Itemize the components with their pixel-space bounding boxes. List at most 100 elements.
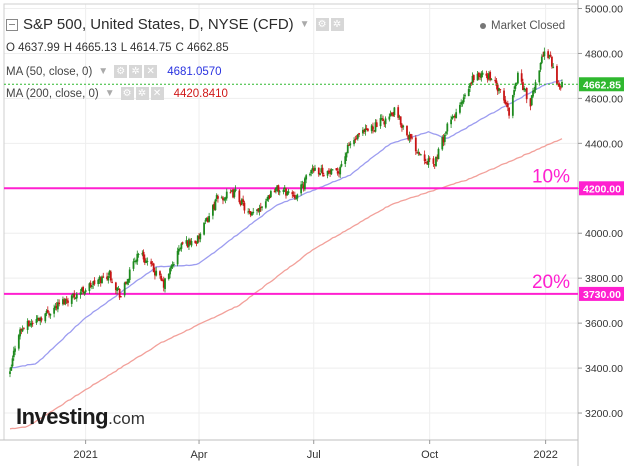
- candle-body-261: [469, 83, 471, 88]
- candle-body-30: [62, 299, 64, 305]
- candle-body-47: [91, 285, 93, 287]
- candle-body-82: [152, 263, 155, 273]
- candle-body-229: [411, 137, 413, 139]
- candle-body-53: [101, 276, 103, 284]
- candle-body-225: [406, 125, 408, 136]
- candle-body-290: [520, 73, 523, 82]
- candle-body-51: [98, 276, 101, 281]
- candle-body-223: [401, 124, 403, 128]
- x-tick-label: 2021: [73, 449, 97, 461]
- ma200-gear-icon[interactable]: ✲: [135, 87, 149, 100]
- candle-body-128: [233, 190, 236, 198]
- candle-body-38: [74, 297, 77, 299]
- candle-body-156: [283, 187, 286, 190]
- candle-body-12: [29, 324, 32, 326]
- ma200-settings-icon[interactable]: ⚙: [120, 87, 134, 100]
- y-tick-label: 4800.00: [585, 48, 623, 60]
- candle-body-153: [277, 185, 280, 192]
- candle-body-253: [453, 115, 456, 118]
- high-value: H 4665.13: [63, 42, 117, 54]
- candle-body-277: [496, 84, 499, 92]
- candle-body-110: [203, 222, 205, 235]
- candle-body-252: [452, 116, 455, 118]
- candle-body-95: [176, 250, 179, 265]
- candle-body-76: [142, 251, 145, 260]
- candle-body-175: [317, 167, 320, 175]
- candle-body-206: [372, 126, 374, 130]
- close-value: C 4662.85: [175, 42, 229, 54]
- candle-body-268: [480, 73, 483, 78]
- candle-body-34: [67, 300, 69, 303]
- ma50-chevron-down-icon[interactable]: ▼: [98, 66, 109, 77]
- candle-body-52: [99, 277, 102, 283]
- candle-body-226: [407, 135, 410, 140]
- candle-body-8: [21, 328, 24, 332]
- candle-body-244: [437, 148, 440, 160]
- candle-body-270: [485, 73, 488, 76]
- candle-body-105: [194, 240, 197, 244]
- collapse-icon[interactable]: [6, 18, 18, 31]
- candle-body-240: [432, 158, 435, 164]
- level-annotation-1: 20%: [532, 272, 570, 293]
- candle-body-263: [471, 75, 474, 84]
- candle-body-23: [48, 313, 50, 315]
- candle-body-55: [106, 276, 108, 280]
- candle-body-187: [338, 172, 340, 174]
- level-annotation-0: 10%: [532, 166, 570, 187]
- candle-body-41: [80, 288, 83, 292]
- candle-body-56: [107, 276, 110, 281]
- candle-body-65: [123, 282, 126, 296]
- settings-icon[interactable]: ⚙: [315, 18, 329, 31]
- candle-body-46: [89, 282, 92, 288]
- candle-body-292: [523, 87, 526, 91]
- candle-body-258: [462, 97, 465, 103]
- candle-body-81: [151, 264, 154, 266]
- chevron-down-icon[interactable]: ▼: [299, 19, 310, 30]
- candle-body-79: [146, 260, 149, 262]
- candle-body-166: [301, 184, 304, 186]
- candle-body-130: [238, 190, 241, 203]
- ma50-close-icon[interactable]: ✕: [144, 65, 158, 78]
- candle-body-195: [353, 140, 355, 145]
- ma200-close-icon[interactable]: ✕: [150, 87, 164, 100]
- candle-body-92: [170, 265, 173, 269]
- candle-body-117: [214, 199, 217, 211]
- candle-body-106: [195, 242, 198, 244]
- x-tick-label: Oct: [421, 449, 438, 461]
- candle-body-298: [533, 90, 536, 92]
- level-price-tag-1: [579, 286, 624, 301]
- candle-body-91: [169, 268, 171, 275]
- logo-brand: Investing: [16, 404, 109, 429]
- candle-body-284: [508, 107, 510, 116]
- candle-body-309: [552, 66, 555, 68]
- level-price-label-0: 4200.00: [583, 183, 621, 195]
- candle-body-127: [232, 189, 234, 198]
- candle-body-59: [111, 281, 113, 283]
- candle-body-26: [54, 306, 57, 309]
- candle-body-93: [171, 264, 174, 267]
- gear-icon[interactable]: ✲: [330, 18, 344, 31]
- candle-body-164: [296, 194, 299, 199]
- ma50-gear-icon[interactable]: ✲: [129, 65, 143, 78]
- candle-body-210: [379, 118, 382, 127]
- candle-body-170: [309, 174, 311, 176]
- candle-body-124: [225, 191, 228, 199]
- candle-body-70: [132, 261, 135, 269]
- y-tick-label: 3400.00: [585, 363, 623, 375]
- x-tick-label: Jul: [307, 449, 321, 461]
- candle-body-208: [374, 122, 377, 132]
- candle-body-57: [108, 270, 111, 275]
- ma50-settings-icon[interactable]: ⚙: [114, 65, 128, 78]
- candle-body-85: [159, 271, 161, 276]
- candle-body-36: [72, 293, 74, 296]
- candle-body-247: [443, 134, 446, 142]
- ma200-chevron-down-icon[interactable]: ▼: [104, 88, 115, 99]
- candle-body-158: [286, 191, 289, 196]
- candle-body-111: [204, 220, 207, 222]
- candle-body-71: [133, 261, 136, 263]
- candle-body-254: [455, 112, 458, 119]
- candle-body-27: [55, 305, 58, 309]
- candle-body-140: [256, 209, 258, 211]
